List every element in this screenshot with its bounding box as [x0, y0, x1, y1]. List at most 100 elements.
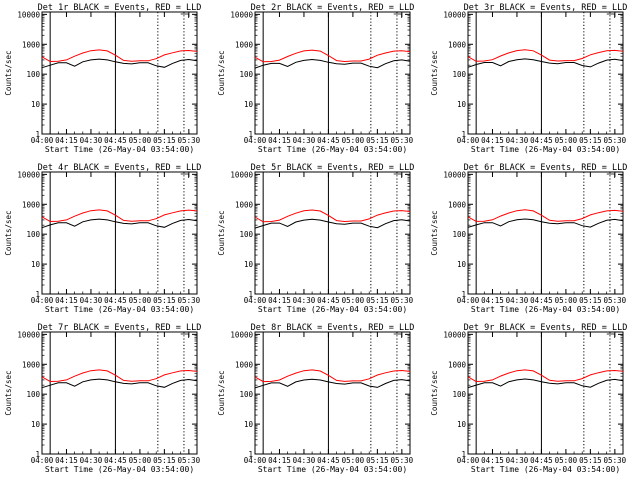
panel-7: Det 7r BLACK = Events, RED = LLD 1 10 100 10… [4, 323, 201, 474]
x-tick-label: 04:45 [317, 296, 340, 305]
y-tick-label: 100 [239, 390, 253, 399]
y-tick-label: 10000 [443, 10, 466, 19]
x-tick-label: 05:00 [342, 136, 365, 145]
y-tick-label: 1 [248, 130, 253, 139]
x-axis-label: Start Time (26-May-04 03:54:00) [45, 465, 194, 474]
y-tick-label: 1000 [22, 200, 41, 209]
plot-frame [467, 331, 624, 455]
y-tick-label: 10 [244, 260, 254, 269]
y-tick-label: 1000 [22, 360, 41, 369]
y-axis-label: Counts/sec [4, 370, 13, 415]
y-axis-label: Counts/sec [217, 370, 226, 415]
plot-frame [254, 331, 411, 455]
x-tick-label: 05:00 [129, 456, 152, 465]
y-tick-label: 1 [35, 450, 40, 459]
y-tick-label: 100 [239, 70, 253, 79]
x-tick-label: 04:00 [244, 296, 267, 305]
plot-frame [254, 11, 411, 135]
y-tick-label: 10 [244, 100, 254, 109]
events-series-line [467, 58, 624, 68]
events-series-line [254, 218, 411, 229]
events-series-line [467, 378, 624, 389]
plot-frame [467, 171, 624, 295]
y-tick-label: 1000 [235, 40, 254, 49]
y-tick-label: 10 [244, 420, 254, 429]
y-tick-label: 100 [239, 230, 253, 239]
panel-5: Det 5r BLACK = Events, RED = LLD 1 10 100 10… [217, 163, 414, 314]
x-tick-label: 04:00 [457, 456, 480, 465]
panel-title: Det 4r BLACK = Events, RED = LLD [38, 163, 202, 173]
x-tick-label: 04:30 [506, 136, 529, 145]
x-axis-label: Start Time (26-May-04 03:54:00) [471, 465, 620, 474]
plot-frame [41, 331, 198, 455]
y-tick-label: 100 [26, 70, 40, 79]
x-tick-label: 04:30 [80, 136, 103, 145]
lld-series-line [467, 369, 624, 383]
y-tick-label: 1000 [22, 40, 41, 49]
lld-series-line [467, 209, 624, 222]
y-tick-label: 10 [457, 100, 467, 109]
x-axis-label: Start Time (26-May-04 03:54:00) [45, 145, 194, 154]
x-tick-label: 05:30 [391, 456, 414, 465]
x-tick-label: 04:30 [293, 136, 316, 145]
x-tick-label: 04:45 [104, 456, 127, 465]
y-axis-label: Counts/sec [4, 50, 13, 95]
x-tick-label: 04:00 [244, 136, 267, 145]
y-tick-label: 10000 [17, 330, 40, 339]
x-tick-label: 05:00 [129, 296, 152, 305]
x-tick-label: 05:00 [342, 296, 365, 305]
y-axis-label: Counts/sec [217, 210, 226, 255]
x-tick-label: 05:30 [604, 296, 627, 305]
y-tick-label: 10000 [443, 330, 466, 339]
lld-series-line [254, 369, 411, 383]
panel-title: Det 9r BLACK = Events, RED = LLD [464, 323, 628, 333]
y-tick-label: 10000 [230, 330, 253, 339]
x-tick-label: 04:30 [506, 456, 529, 465]
panel-8: Det 8r BLACK = Events, RED = LLD 1 10 100 10… [217, 323, 414, 474]
x-tick-label: 04:15 [55, 456, 78, 465]
x-tick-label: 04:15 [268, 296, 291, 305]
x-tick-label: 04:45 [530, 136, 553, 145]
x-tick-label: 04:00 [244, 456, 267, 465]
x-axis-label: Start Time (26-May-04 03:54:00) [258, 145, 407, 154]
x-tick-label: 05:30 [178, 296, 201, 305]
panel-title: Det 7r BLACK = Events, RED = LLD [38, 323, 202, 333]
y-tick-label: 100 [452, 390, 466, 399]
lld-series-line [254, 209, 411, 223]
panel-title: Det 5r BLACK = Events, RED = LLD [251, 163, 415, 173]
x-axis-label: Start Time (26-May-04 03:54:00) [471, 145, 620, 154]
x-tick-label: 04:15 [55, 296, 78, 305]
x-tick-label: 04:15 [481, 136, 504, 145]
events-series-line [467, 218, 624, 228]
x-tick-label: 05:00 [555, 456, 578, 465]
panel-title: Det 8r BLACK = Events, RED = LLD [251, 323, 415, 333]
y-tick-label: 10000 [230, 170, 253, 179]
y-tick-label: 1 [461, 130, 466, 139]
x-tick-label: 04:15 [481, 456, 504, 465]
x-tick-label: 04:45 [104, 136, 127, 145]
events-series-line [254, 58, 411, 69]
x-tick-label: 05:00 [129, 136, 152, 145]
y-tick-label: 1 [248, 450, 253, 459]
x-axis-label: Start Time (26-May-04 03:54:00) [45, 305, 194, 314]
panel-3: Det 3r BLACK = Events, RED = LLD 1 10 100 10… [430, 3, 627, 154]
x-tick-label: 05:00 [555, 136, 578, 145]
y-tick-label: 10 [457, 260, 467, 269]
y-tick-label: 10000 [17, 10, 40, 19]
bracket-mark [393, 13, 403, 18]
x-axis-label: Start Time (26-May-04 03:54:00) [471, 305, 620, 314]
x-tick-label: 05:15 [153, 456, 176, 465]
y-tick-label: 1000 [448, 40, 467, 49]
panel-2: Det 2r BLACK = Events, RED = LLD 1 10 100 10… [217, 3, 414, 154]
bracket-mark [606, 173, 616, 178]
x-tick-label: 05:15 [366, 136, 389, 145]
panel-title: Det 2r BLACK = Events, RED = LLD [251, 3, 415, 13]
x-tick-label: 05:15 [579, 456, 602, 465]
x-tick-label: 04:45 [317, 456, 340, 465]
x-tick-label: 05:30 [391, 136, 414, 145]
x-tick-label: 05:15 [366, 456, 389, 465]
x-tick-label: 05:15 [579, 296, 602, 305]
x-tick-label: 04:45 [530, 456, 553, 465]
y-tick-label: 1 [35, 290, 40, 299]
